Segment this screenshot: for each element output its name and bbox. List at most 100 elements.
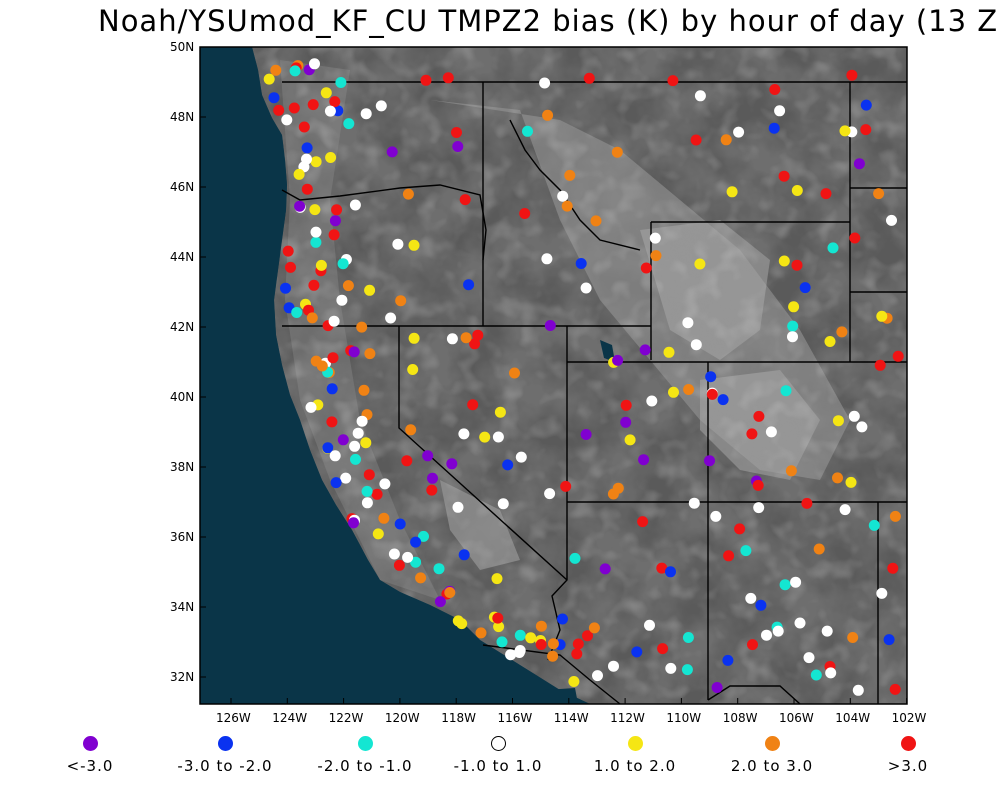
station-marker xyxy=(364,348,376,360)
station-marker xyxy=(874,359,886,371)
station-marker xyxy=(307,99,319,111)
station-marker xyxy=(494,406,506,418)
station-marker xyxy=(637,516,649,528)
station-marker xyxy=(799,282,811,294)
station-marker xyxy=(845,476,857,488)
legend-label: 1.0 to 2.0 xyxy=(593,757,677,775)
station-marker xyxy=(410,556,422,568)
lon-label: 114W xyxy=(553,711,589,725)
station-marker xyxy=(535,620,547,632)
station-marker xyxy=(892,350,904,362)
station-marker xyxy=(690,339,702,351)
legend-label: <-3.0 xyxy=(66,757,114,775)
station-marker xyxy=(472,329,484,341)
station-marker xyxy=(827,242,839,254)
station-marker xyxy=(650,250,662,262)
station-marker xyxy=(361,497,373,509)
station-marker xyxy=(280,282,291,294)
station-marker xyxy=(544,320,556,331)
station-marker xyxy=(590,215,602,227)
station-marker xyxy=(889,510,901,522)
station-marker xyxy=(502,459,514,471)
legend-marker-icon xyxy=(627,736,643,751)
station-marker xyxy=(682,632,694,643)
station-marker xyxy=(612,354,624,366)
station-marker xyxy=(273,104,285,116)
station-marker xyxy=(281,114,293,126)
station-marker xyxy=(761,629,772,641)
station-marker xyxy=(839,125,851,137)
station-marker xyxy=(624,434,636,446)
station-marker xyxy=(349,440,361,452)
station-marker xyxy=(327,352,339,364)
station-marker xyxy=(723,550,735,562)
station-marker xyxy=(427,472,438,484)
station-marker xyxy=(293,168,305,180)
lat-label: 40N xyxy=(170,390,195,404)
station-marker xyxy=(820,188,832,200)
legend-item: 1.0 to 2.0 xyxy=(565,736,705,775)
station-marker xyxy=(813,543,825,555)
station-marker xyxy=(505,649,517,661)
station-marker xyxy=(364,284,376,296)
station-marker xyxy=(525,632,537,644)
station-marker xyxy=(539,77,551,89)
station-marker xyxy=(446,458,458,470)
station-marker xyxy=(434,596,446,608)
station-marker xyxy=(541,253,553,265)
station-marker xyxy=(580,282,592,294)
station-marker xyxy=(285,261,296,273)
station-marker xyxy=(769,84,781,95)
lon-label: 116W xyxy=(497,711,533,725)
station-marker xyxy=(847,632,859,643)
station-marker xyxy=(886,214,897,226)
station-marker xyxy=(322,442,334,454)
station-marker xyxy=(720,134,732,146)
station-marker xyxy=(310,236,322,248)
station-marker xyxy=(873,188,885,200)
station-marker xyxy=(348,346,360,358)
station-marker xyxy=(268,92,280,104)
station-marker xyxy=(544,488,556,500)
station-marker xyxy=(509,367,520,379)
station-marker xyxy=(492,612,504,624)
station-marker xyxy=(349,199,361,211)
station-marker xyxy=(852,684,864,696)
lat-label: 38N xyxy=(170,460,195,474)
station-marker xyxy=(753,502,765,514)
station-marker xyxy=(644,619,655,631)
station-marker xyxy=(825,667,837,679)
station-marker xyxy=(768,122,780,134)
legend-marker-icon xyxy=(217,736,233,751)
station-marker xyxy=(433,563,445,575)
legend-marker-icon xyxy=(82,736,98,751)
station-marker xyxy=(418,530,429,542)
station-marker xyxy=(779,579,791,591)
station-marker xyxy=(726,186,738,198)
station-marker xyxy=(328,229,340,241)
station-marker xyxy=(711,682,723,693)
station-marker xyxy=(788,301,800,313)
station-marker xyxy=(656,562,668,574)
station-marker xyxy=(876,587,888,599)
station-marker xyxy=(282,245,294,257)
station-marker xyxy=(329,215,341,227)
station-marker xyxy=(310,226,322,238)
station-marker xyxy=(620,416,632,428)
legend-label: -1.0 to 1.0 xyxy=(453,757,543,775)
station-marker xyxy=(329,96,341,108)
station-marker xyxy=(491,573,503,585)
station-marker xyxy=(746,428,758,440)
station-marker xyxy=(402,551,414,563)
station-marker xyxy=(444,587,456,598)
station-marker xyxy=(335,77,347,88)
station-marker xyxy=(393,559,405,571)
station-marker xyxy=(740,545,752,557)
station-marker xyxy=(388,548,400,560)
station-marker xyxy=(853,158,865,170)
station-marker xyxy=(310,355,322,367)
station-marker xyxy=(361,485,373,497)
station-marker xyxy=(694,258,706,270)
legend-marker-icon xyxy=(900,736,916,751)
